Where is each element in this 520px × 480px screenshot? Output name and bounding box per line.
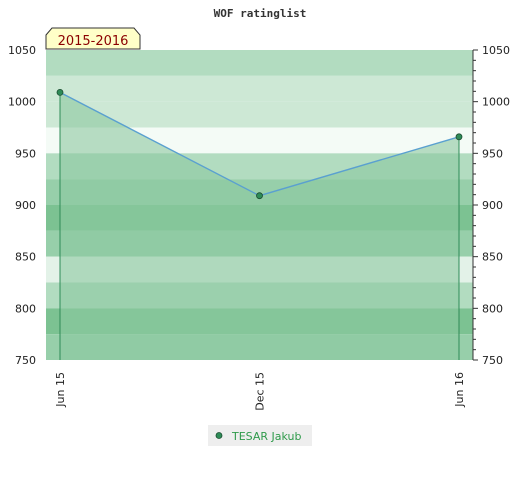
season-label: 2015-2016 [45,27,141,50]
drop-lines [59,92,460,360]
legend-marker [215,432,223,439]
season-label-box [45,27,141,50]
y-tick-label-left: 950 [15,147,36,160]
x-tick-label: Jun 16 [453,372,466,408]
chart-title: WOF ratinglist [214,7,307,20]
y-tick-label-left: 800 [15,302,36,315]
area-layer [60,92,459,360]
y-tick-label-right: 1000 [482,96,510,109]
y-axis-left: 750 800 850 900 950 1000 1050 [8,44,36,367]
x-tick-label: Jun 15 [54,372,67,408]
series-area [60,92,459,360]
x-axis: Jun 15 Dec 15 Jun 16 [54,372,466,411]
y-tick-label-left: 900 [15,199,36,212]
background-band [46,75,473,102]
markers [56,88,463,200]
data-point [455,133,463,141]
y-tick-label-right: 900 [482,199,503,212]
y-tick-label-left: 1050 [8,44,36,57]
y-tick-label-right: 850 [482,251,503,264]
data-point [56,88,64,96]
y-tick-label-left: 1000 [8,96,36,109]
y-tick-label-right: 1050 [482,44,510,57]
y-tick-label-left: 750 [15,354,36,367]
legend-box [208,425,312,446]
legend: TESAR Jakub [208,425,312,446]
y-tick-label-left: 850 [15,251,36,264]
x-tick-label: Dec 15 [254,372,267,411]
y-tick-label-right: 950 [482,147,503,160]
y-tick-label-right: 800 [482,302,503,315]
season-label-text: 2015-2016 [58,34,129,49]
data-point [256,192,263,200]
y-axis-right: 750 800 850 900 950 1000 1050 [472,44,510,367]
y-tick-label-right: 750 [482,354,503,367]
background-band [46,50,473,76]
legend-entry: TESAR Jakub [231,430,302,443]
